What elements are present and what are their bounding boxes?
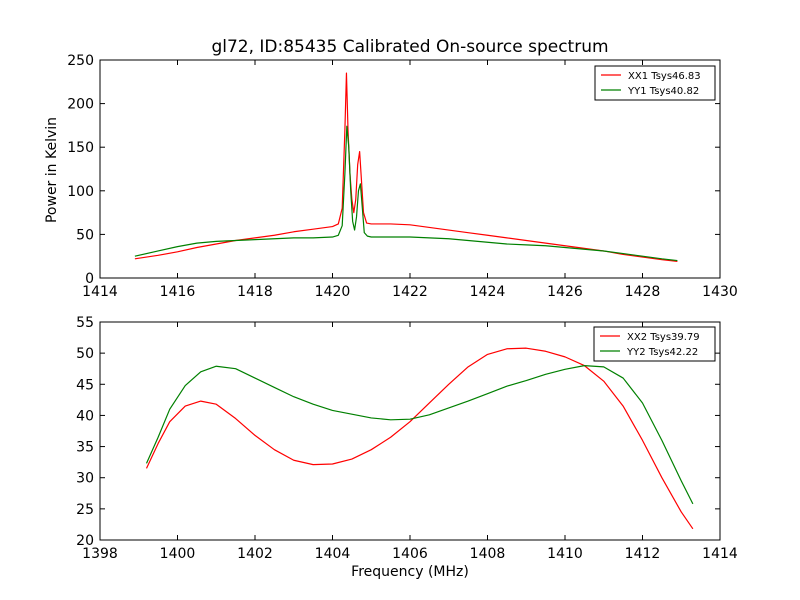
x-tick-label: 1404 — [315, 546, 351, 562]
y-tick-label: 20 — [76, 533, 94, 549]
x-tick-label: 1414 — [82, 284, 118, 300]
y-tick-label: 50 — [76, 227, 94, 243]
x-tick-label: 1412 — [625, 546, 661, 562]
x-tick-label: 1406 — [392, 546, 428, 562]
y-tick-label: 250 — [67, 53, 94, 69]
legend-label: YY2 Tsys42.22 — [626, 347, 698, 358]
x-tick-label: 1416 — [160, 284, 196, 300]
x-tick-label: 1424 — [470, 284, 506, 300]
legend-box — [594, 65, 716, 101]
x-tick-label: 1428 — [625, 284, 661, 300]
y-axis-label-top: Power in Kelvin — [44, 117, 60, 223]
x-tick-label: 1422 — [392, 284, 428, 300]
legend-label: YY1 Tsys40.82 — [627, 86, 699, 97]
y-tick-label: 45 — [76, 377, 94, 393]
y-tick-label: 25 — [76, 502, 94, 518]
x-tick-label: 1426 — [547, 284, 583, 300]
series-line-yy1 — [134, 125, 678, 262]
x-axis-label-bottom: Frequency (MHz) — [351, 564, 469, 580]
y-tick-label: 150 — [67, 140, 94, 156]
x-tick-label: 1414 — [702, 546, 738, 562]
y-tick-label: 35 — [76, 440, 94, 456]
legend-label: XX1 Tsys46.83 — [628, 71, 701, 82]
series-line-xx2 — [145, 347, 694, 530]
x-tick-label: 1408 — [470, 546, 506, 562]
y-tick-label: 50 — [76, 346, 94, 362]
series-line-xx1 — [134, 72, 678, 263]
y-tick-label: 100 — [67, 184, 94, 200]
legend-box — [593, 326, 716, 362]
y-tick-label: 30 — [76, 471, 94, 487]
legend-label: XX2 Tsys39.79 — [627, 332, 700, 343]
x-tick-label: 1402 — [237, 546, 273, 562]
x-tick-label: 1430 — [702, 284, 738, 300]
chart-title-top: gl72, ID:85435 Calibrated On-source spec… — [211, 37, 608, 57]
x-tick-label: 1418 — [237, 284, 273, 300]
x-tick-label: 1410 — [547, 546, 583, 562]
plot-bottom: 1398 1400 1402 1404 1406 1408 1410 1412 1414 20 25… — [76, 315, 738, 562]
y-tick-label: 0 — [85, 271, 94, 287]
y-tick-label: 55 — [76, 315, 94, 331]
x-tick-label: 1400 — [160, 546, 196, 562]
series-line-yy2 — [145, 365, 694, 505]
plot-top: 1414 1416 1418 1420 1422 1424 1426 1428 1430 0 50 1… — [67, 53, 738, 300]
y-tick-label: 40 — [76, 408, 94, 424]
y-tick-label: 200 — [67, 97, 94, 113]
x-tick-label: 1398 — [82, 546, 118, 562]
x-tick-label: 1420 — [315, 284, 351, 300]
